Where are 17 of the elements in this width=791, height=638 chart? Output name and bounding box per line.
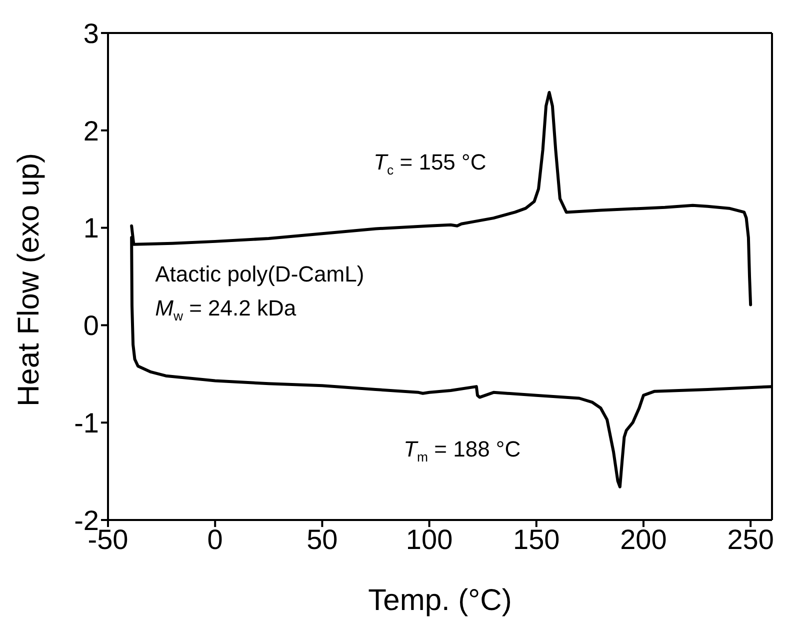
annotation: T$_{c}$ = 155 °C (374, 149, 486, 177)
y-tick-label: 2 (83, 115, 99, 146)
x-tick-label: 0 (207, 524, 223, 555)
annotation: T$_{m}$ = 188 °C (404, 436, 521, 464)
y-tick-label: -1 (74, 408, 99, 439)
y-tick-label: 1 (83, 212, 99, 244)
x-tick-label: 50 (306, 524, 338, 555)
y-tick-label: 3 (83, 18, 99, 49)
annotation: M$_{w}$ = 24.2 kDa (155, 295, 297, 324)
annotation: Atactic poly(D-CamL) (155, 261, 364, 286)
x-tick-label: 150 (513, 524, 560, 555)
x-tick-label: 100 (406, 524, 453, 555)
y-tick-label: 0 (83, 310, 99, 342)
x-tick-label: 250 (727, 524, 774, 555)
x-axis-title: Temp. (°C) (368, 584, 512, 617)
y-axis-title: Heat Flow (exo up) (12, 153, 46, 406)
x-tick-label: 200 (620, 524, 667, 555)
